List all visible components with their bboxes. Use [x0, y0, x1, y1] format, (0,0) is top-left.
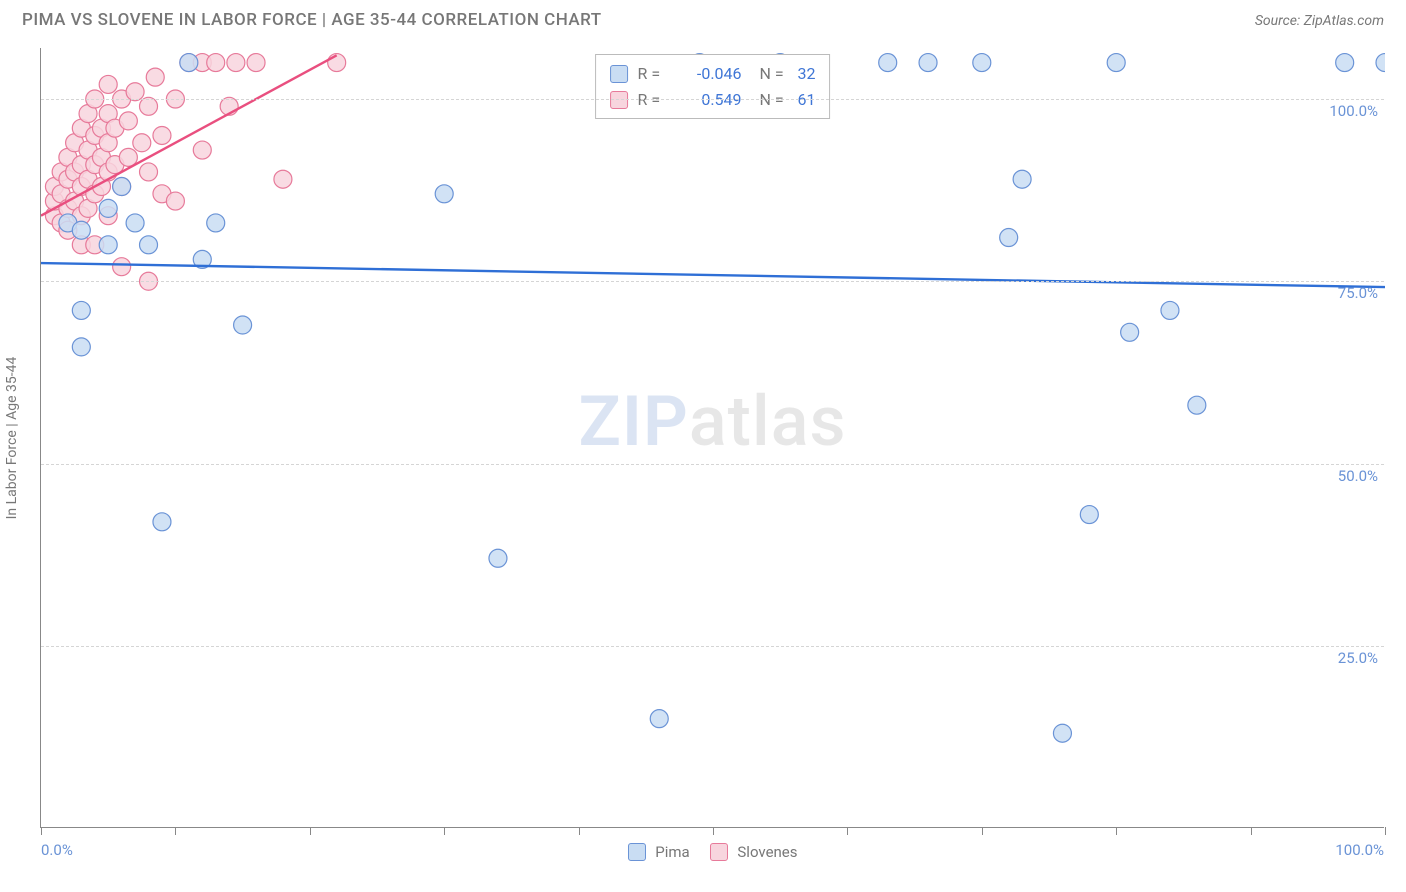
legend-label-slovenes: Slovenes: [737, 843, 797, 861]
pima-point: [140, 236, 158, 254]
pima-point: [1336, 54, 1354, 72]
x-tick: [579, 827, 580, 835]
slovenes-point: [140, 97, 158, 115]
slovenes-point: [227, 54, 245, 72]
r-value-pima: -0.046: [678, 61, 742, 87]
x-tick: [713, 827, 714, 835]
scatter-svg: [41, 48, 1385, 828]
x-tick: [444, 827, 445, 835]
pima-point: [1000, 229, 1018, 247]
slovenes-point: [247, 54, 265, 72]
legend-swatch-pima-icon: [627, 843, 645, 861]
y-tick-label: 100.0%: [1329, 102, 1378, 120]
pima-point: [1376, 54, 1385, 72]
legend-item-slovenes: Slovenes: [710, 843, 798, 861]
slovenes-point: [193, 141, 211, 159]
slovenes-point: [274, 170, 292, 188]
pima-point: [1080, 506, 1098, 524]
pima-point: [489, 549, 507, 567]
pima-point: [435, 185, 453, 203]
y-tick-label: 25.0%: [1338, 649, 1378, 667]
source-credit: Source: ZipAtlas.com: [1255, 13, 1384, 29]
x-tick: [175, 827, 176, 835]
slovenes-point: [207, 54, 225, 72]
slovenes-point: [140, 163, 158, 181]
gridline: [41, 281, 1384, 282]
pima-point: [919, 54, 937, 72]
x-tick: [310, 827, 311, 835]
pima-point: [973, 54, 991, 72]
pima-point: [99, 236, 117, 254]
n-value-pima: 32: [797, 64, 815, 83]
x-tick: [1251, 827, 1252, 835]
series-legend: Pima Slovenes: [627, 843, 797, 861]
plot: ZIPatlas R = -0.046 N = 32 R = 0.549 N =…: [40, 48, 1384, 828]
legend-swatch-slovenes-icon: [710, 843, 728, 861]
gridline: [41, 99, 1384, 100]
r-label: R =: [638, 61, 674, 87]
y-tick-label: 75.0%: [1338, 284, 1378, 302]
pima-point: [1013, 170, 1031, 188]
pima-point: [1121, 323, 1139, 341]
pima-point: [153, 513, 171, 531]
slovenes-point: [99, 75, 117, 93]
slovenes-point: [153, 126, 171, 144]
slovenes-point: [133, 134, 151, 152]
x-tick: [41, 827, 42, 835]
legend-row-pima: R = -0.046 N = 32: [610, 61, 816, 87]
x-tick: [982, 827, 983, 835]
pima-point: [1161, 301, 1179, 319]
legend-swatch-pima: [610, 65, 628, 83]
slovenes-point: [146, 68, 164, 86]
pima-trendline: [41, 263, 1385, 287]
pima-point: [113, 178, 131, 196]
pima-point: [72, 221, 90, 239]
pima-point: [1188, 396, 1206, 414]
y-tick-label: 50.0%: [1338, 467, 1378, 485]
x-tick: [1385, 827, 1386, 835]
slovenes-point: [113, 258, 131, 276]
pima-point: [650, 710, 668, 728]
pima-point: [180, 54, 198, 72]
x-tick: [847, 827, 848, 835]
pima-point: [72, 338, 90, 356]
legend-item-pima: Pima: [627, 843, 689, 861]
gridline: [41, 646, 1384, 647]
gridline: [41, 464, 1384, 465]
header-row: PIMA VS SLOVENE IN LABOR FORCE | AGE 35-…: [0, 0, 1406, 30]
n-label: N =: [759, 61, 793, 87]
pima-point: [1107, 54, 1125, 72]
x-axis-max-label: 100.0%: [1335, 841, 1384, 859]
slovenes-point: [166, 192, 184, 210]
pima-point: [234, 316, 252, 334]
pima-point: [207, 214, 225, 232]
y-axis-label: In Labor Force | Age 35-44: [4, 357, 20, 520]
plot-area: In Labor Force | Age 35-44 ZIPatlas R = …: [40, 48, 1384, 828]
x-axis-min-label: 0.0%: [41, 841, 73, 859]
legend-label-pima: Pima: [655, 843, 689, 861]
chart-title: PIMA VS SLOVENE IN LABOR FORCE | AGE 35-…: [22, 10, 602, 30]
pima-point: [879, 54, 897, 72]
pima-point: [126, 214, 144, 232]
chart-page: PIMA VS SLOVENE IN LABOR FORCE | AGE 35-…: [0, 0, 1406, 892]
x-tick: [1116, 827, 1117, 835]
slovenes-point: [119, 112, 137, 130]
pima-point: [72, 301, 90, 319]
correlation-legend: R = -0.046 N = 32 R = 0.549 N = 61: [595, 54, 831, 119]
pima-point: [1053, 724, 1071, 742]
pima-point: [99, 199, 117, 217]
